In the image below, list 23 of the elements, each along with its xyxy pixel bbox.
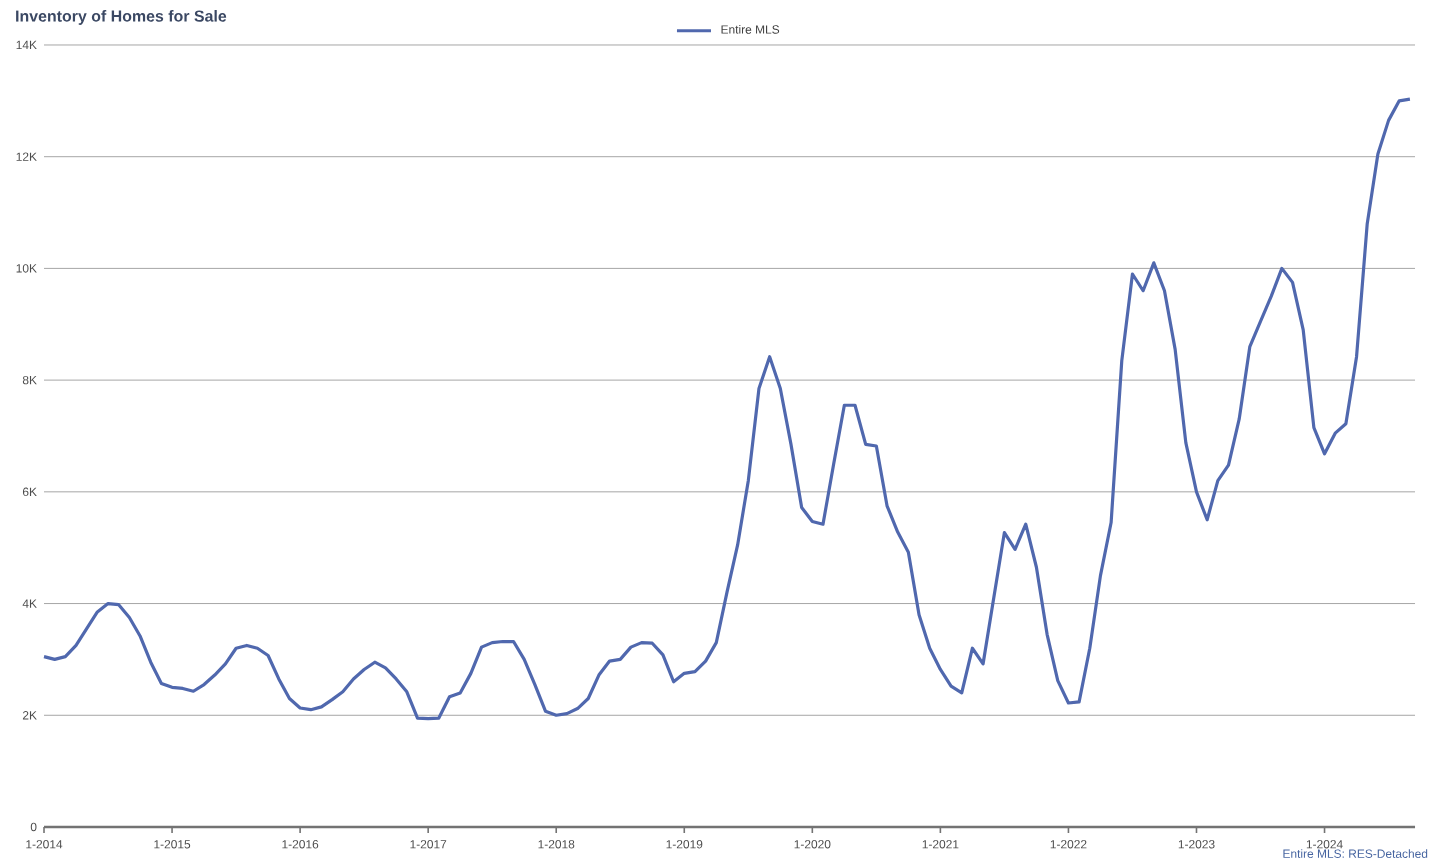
line-series [42, 97, 1412, 721]
y-tick-label: 6K [22, 487, 37, 497]
x-tick-label: 1-2014 [26, 840, 63, 849]
x-tick-label: 1-2024 [1306, 840, 1343, 849]
x-tick-label: 1-2017 [410, 840, 447, 849]
x-tick-label: 1-2022 [1050, 840, 1087, 849]
x-tick-label: 1-2020 [794, 840, 831, 849]
text: Entire MLS: RES-Detached [1283, 849, 1428, 858]
y-tick-label: 4K [22, 599, 37, 608]
y-tick-label: 8K [22, 375, 37, 385]
legend-label: Entire MLS [721, 24, 780, 34]
y-tick-label: 2K [22, 711, 37, 720]
y-tick-label: 10K [16, 264, 37, 273]
x-tick-label: 1-2023 [1178, 840, 1215, 849]
x-tick-label: 1-2015 [154, 840, 191, 849]
chart-title: Inventory of Homes for Sale [16, 10, 227, 25]
x-tick-label: 1-2018 [538, 840, 575, 849]
y-tick-label: 0 [30, 822, 37, 832]
x-tick-label: 1-2019 [666, 840, 703, 849]
x-tick-label: 1-2021 [922, 840, 959, 849]
x-tick-label: 1-2016 [282, 840, 319, 849]
y-tick-label: 14K [16, 40, 37, 50]
y-tick-label: 12K [16, 152, 37, 161]
